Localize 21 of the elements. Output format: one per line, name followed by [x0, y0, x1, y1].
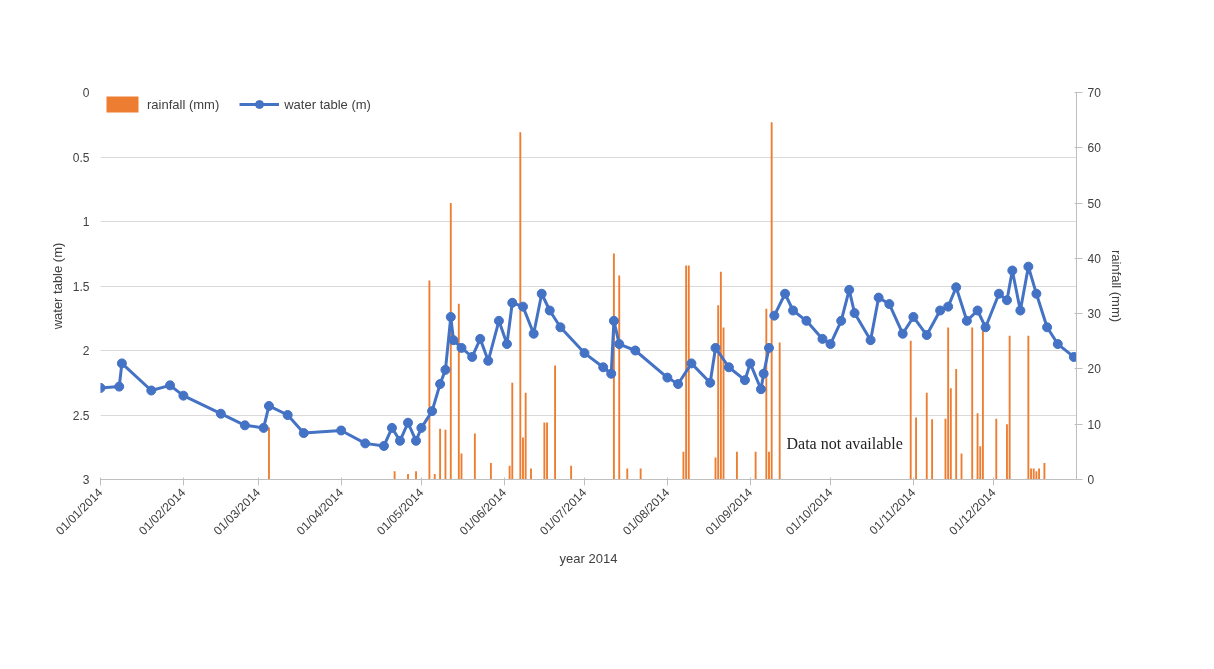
y-axis-title: water table (m) — [49, 242, 65, 331]
y2-tick-label: 30 — [1087, 307, 1102, 322]
y-tick-label: 2 — [82, 344, 90, 358]
annotation: Data not available — [786, 434, 903, 452]
y2-tick-label: 70 — [1087, 86, 1102, 100]
y2-tick-label: 50 — [1087, 196, 1102, 211]
y-tick-label: 1.5 — [72, 279, 90, 294]
y-tick-label: 2.5 — [72, 408, 90, 423]
y2-axis-title: rainfall (mm) — [1108, 249, 1124, 323]
y2-tick-label: 60 — [1087, 141, 1102, 156]
y2-tick-label: 40 — [1087, 251, 1102, 266]
y2-tick-label: 10 — [1087, 417, 1102, 432]
y2-tick-label: 20 — [1087, 362, 1102, 377]
y-tick-label: 0.5 — [72, 150, 90, 165]
y2-tick-label: 0 — [1087, 473, 1095, 487]
y-tick-label: 3 — [82, 473, 90, 487]
legend-label: water table (m) — [284, 96, 371, 112]
y-tick-label: 0 — [82, 86, 90, 100]
legend-label: rainfall (mm) — [147, 96, 220, 112]
x-axis-title: year 2014 — [559, 550, 618, 566]
y-tick-label: 1 — [82, 215, 90, 229]
